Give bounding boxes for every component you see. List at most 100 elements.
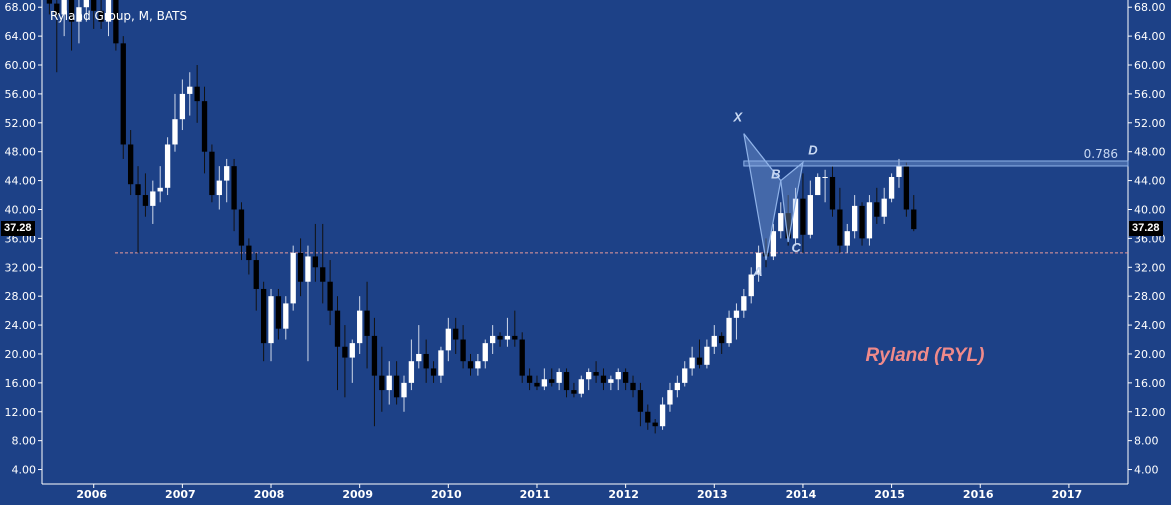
candle-body [320, 267, 326, 282]
candle-body [682, 368, 688, 383]
candle [674, 375, 681, 398]
y-tick-label-right: 12.00 [1134, 406, 1166, 419]
candle-body [482, 343, 488, 362]
pattern-point-label: B [771, 167, 780, 182]
candle-body [445, 328, 451, 351]
candle [571, 382, 577, 398]
pattern-point-label: D [808, 143, 818, 158]
candle-body [541, 379, 548, 387]
candle [556, 368, 562, 391]
candle-body [866, 202, 873, 239]
candle-body [851, 205, 858, 232]
candle-body [615, 372, 621, 380]
pattern-point-label: X [733, 110, 744, 125]
candle [231, 158, 237, 232]
candle-body [179, 93, 186, 120]
candle-body [54, 3, 60, 15]
candle [460, 325, 466, 369]
candle-body [519, 339, 525, 376]
candle-body [297, 252, 304, 282]
candle [497, 332, 503, 347]
y-tick-label-left: 52.00 [5, 117, 37, 130]
candle-body [911, 209, 917, 230]
candle [209, 144, 215, 203]
candle [105, 0, 112, 37]
candle [600, 368, 607, 391]
chart-title: Ryland Group, M, BATS [50, 9, 188, 23]
candle-body [327, 281, 333, 311]
candle-body [460, 339, 466, 362]
candle [911, 195, 917, 232]
candle-body [342, 346, 348, 358]
candle-body [423, 353, 429, 369]
candle-body [194, 86, 200, 102]
candle [800, 173, 806, 253]
candle [297, 238, 304, 297]
candle-body [600, 375, 607, 383]
candle [164, 137, 171, 196]
y-tick-label-right: 40.00 [1134, 203, 1166, 216]
candle-body [637, 390, 644, 412]
candle [593, 361, 599, 383]
candle [741, 288, 747, 318]
candle [438, 346, 444, 383]
candle [563, 368, 570, 398]
candle [726, 310, 732, 347]
candle-body [453, 328, 459, 340]
candle-body [61, 0, 67, 15]
candle-body [800, 198, 806, 235]
candle-body [364, 310, 370, 336]
candle [652, 418, 658, 434]
candle-body [489, 335, 496, 344]
candle-body [113, 0, 119, 44]
candle [334, 296, 341, 391]
candle [68, 0, 75, 51]
y-tick-label-left: 8.00 [12, 435, 37, 448]
candle [371, 317, 378, 427]
candle [54, 0, 60, 73]
candle-body [822, 176, 828, 178]
candle-body [512, 335, 518, 340]
y-tick-label-left: 28.00 [5, 290, 37, 303]
candle-body [770, 231, 777, 257]
candle-body [844, 231, 850, 246]
candle [46, 0, 53, 15]
candle-body [549, 379, 555, 383]
candle-body [105, 0, 112, 22]
candle-body [807, 195, 813, 235]
candle [704, 339, 710, 369]
candle-body [888, 176, 895, 199]
y-tick-label-left: 64.00 [5, 30, 37, 43]
candle [578, 375, 584, 398]
candle [467, 353, 474, 376]
candle [416, 325, 422, 369]
y-tick-label-right: 4.00 [1134, 464, 1159, 477]
x-tick-label: 2011 [520, 488, 551, 501]
candle-body [778, 213, 784, 232]
candle-body [238, 209, 245, 246]
candle-body [408, 361, 415, 383]
candle-body [268, 296, 274, 344]
candle [179, 79, 186, 131]
chart-annotation: Ryland (RYL) [866, 345, 985, 366]
candle-body [283, 303, 289, 329]
y-tick-label-left: 60.00 [5, 59, 37, 72]
candle-body [68, 0, 75, 22]
candle [83, 0, 89, 22]
candle-body [837, 209, 843, 246]
candle-body [763, 252, 769, 257]
candle-body [608, 379, 614, 383]
candle [393, 361, 400, 405]
candle-body [312, 256, 319, 268]
y-tick-label-left: 68.00 [5, 1, 37, 14]
candle-body [741, 296, 747, 311]
candle [888, 173, 895, 203]
candle [526, 368, 533, 391]
candle-body [98, 10, 104, 22]
y-tick-label-right: 44.00 [1134, 175, 1166, 188]
candle [608, 375, 614, 391]
y-tick-label-right: 8.00 [1134, 435, 1159, 448]
y-tick-label-right: 68.00 [1134, 1, 1166, 14]
candle-body [571, 390, 577, 394]
